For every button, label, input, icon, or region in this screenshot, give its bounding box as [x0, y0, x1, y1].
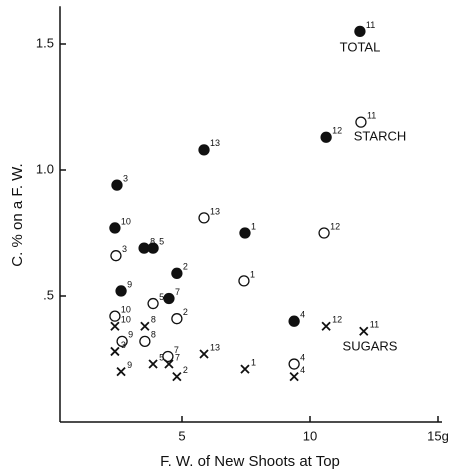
point-marker — [320, 131, 332, 143]
point-marker — [110, 250, 122, 262]
point-label: 2 — [183, 365, 188, 375]
point-label: 8 — [150, 236, 155, 246]
cross-marker — [116, 366, 126, 377]
point-label: 9 — [128, 330, 133, 340]
point-label: 5 — [159, 236, 164, 246]
point-marker — [115, 285, 127, 297]
point-label: 1 — [250, 269, 255, 279]
cross-marker — [289, 372, 299, 382]
point-label: 8 — [151, 330, 156, 340]
cross-marker — [321, 321, 331, 331]
cross-marker — [359, 326, 369, 336]
point-label: 12 — [330, 221, 340, 231]
point-marker — [163, 292, 175, 305]
cross-marker — [110, 346, 120, 357]
point-marker — [171, 313, 183, 325]
series-name: TOTAL — [340, 39, 381, 54]
point-marker — [139, 335, 151, 348]
point-label: 12 — [332, 315, 342, 325]
point-marker — [111, 179, 123, 191]
point-marker — [354, 25, 366, 38]
y-axis-label: C. % on a F. W. — [9, 163, 26, 266]
x-tick-label: 15g — [427, 428, 449, 443]
cross-marker — [164, 359, 174, 369]
cross-marker — [199, 349, 209, 359]
point-label: 13 — [210, 138, 220, 148]
point-marker — [109, 222, 121, 234]
y-tick-label: 1.0 — [36, 161, 54, 176]
cross-marker — [110, 321, 120, 331]
point-label: 4 — [300, 365, 305, 375]
point-label: 7 — [175, 352, 180, 362]
point-label: 1 — [251, 221, 256, 231]
point-label: 10 — [121, 315, 131, 325]
y-tick-label: 1.5 — [36, 35, 54, 50]
point-label: 12 — [332, 126, 342, 136]
point-marker — [355, 116, 367, 128]
point-marker — [238, 275, 250, 287]
point-marker — [288, 358, 300, 370]
point-marker — [147, 297, 159, 310]
point-label: 10 — [121, 305, 131, 315]
point-label: 8 — [151, 315, 156, 325]
point-label: 11 — [367, 110, 376, 120]
point-label: 13 — [210, 342, 220, 352]
point-label: 3 — [121, 340, 126, 350]
point-marker — [198, 212, 210, 224]
series-name: SUGARS — [343, 338, 398, 353]
point-label: 9 — [127, 279, 132, 289]
point-marker — [198, 144, 210, 156]
point-marker — [162, 350, 174, 363]
point-label: 13 — [210, 206, 220, 216]
point-label: 4 — [300, 310, 305, 320]
cross-marker — [148, 359, 158, 369]
point-marker — [109, 310, 121, 322]
point-marker — [288, 315, 300, 327]
point-label: 3 — [122, 244, 127, 254]
point-marker — [318, 227, 330, 239]
point-marker — [116, 335, 128, 348]
y-tick-label: .5 — [43, 287, 54, 302]
point-marker — [171, 267, 183, 279]
point-label: 11 — [366, 20, 375, 30]
point-label: 7 — [175, 287, 180, 297]
point-label: 2 — [183, 307, 188, 317]
point-label: 1 — [251, 357, 256, 367]
x-axis-label: F. W. of New Shoots at Top — [160, 453, 340, 470]
point-label: 2 — [183, 262, 188, 272]
point-label: 11 — [370, 320, 379, 330]
cross-marker — [140, 321, 150, 331]
cross-marker — [172, 372, 182, 382]
point-label: 5 — [159, 292, 164, 302]
point-label: 7 — [174, 345, 179, 355]
series-name: STARCH — [354, 128, 406, 143]
point-label: 5 — [159, 352, 164, 362]
point-label: 9 — [127, 360, 132, 370]
point-label: 4 — [300, 352, 305, 362]
x-tick-label: 5 — [178, 428, 185, 443]
point-label: 3 — [123, 173, 128, 183]
point-label: 10 — [121, 216, 131, 226]
x-tick-label: 10 — [303, 428, 317, 443]
point-marker — [147, 242, 159, 254]
cross-marker — [240, 364, 250, 374]
point-marker — [239, 227, 251, 239]
